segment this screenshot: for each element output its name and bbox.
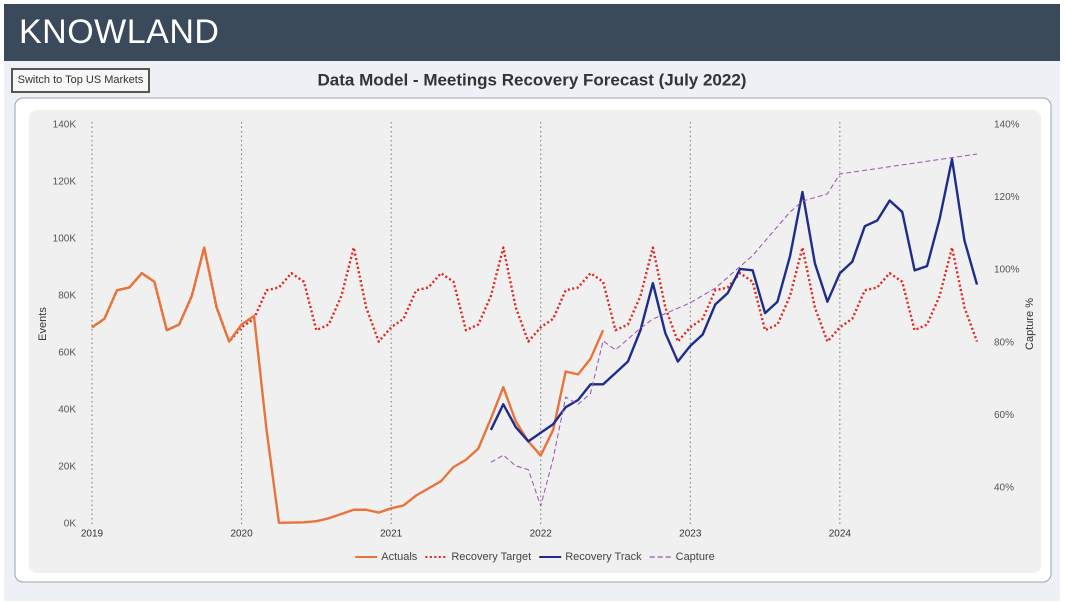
legend-label: Recovery Track — [565, 551, 642, 563]
x-tick-label: 2022 — [530, 529, 553, 540]
y-tick-label: 140K — [53, 120, 77, 131]
y2-axis-title: Capture % — [1024, 298, 1036, 350]
y2-tick-label: 120% — [994, 192, 1020, 203]
x-tick-label: 2019 — [81, 529, 104, 540]
y-tick-label: 40K — [58, 405, 76, 416]
series-line — [489, 158, 979, 443]
plot-area — [29, 110, 1041, 573]
y-axis-title: Events — [37, 307, 49, 341]
y-tick-label: 60K — [58, 348, 76, 359]
series-line — [490, 153, 978, 507]
y2-tick-label: 80% — [994, 337, 1014, 348]
y2-tick-label: 60% — [994, 410, 1014, 421]
chart-title: Data Model - Meetings Recovery Forecast … — [318, 70, 747, 89]
x-tick-label: 2024 — [829, 529, 852, 540]
series-line — [91, 246, 605, 525]
switch-button[interactable]: Switch to Top US Markets — [11, 68, 150, 93]
y-tick-label: 120K — [53, 177, 77, 188]
y-tick-label: 80K — [58, 291, 76, 302]
brand: KNOWLAND — [19, 13, 220, 51]
y2-tick-label: 100% — [994, 265, 1020, 276]
x-tick-label: 2023 — [679, 529, 702, 540]
y2-tick-label: 140% — [994, 120, 1020, 131]
y-tick-label: 20K — [58, 462, 76, 473]
y-tick-label: 100K — [53, 234, 77, 245]
x-tick-label: 2020 — [230, 529, 253, 540]
legend-label: Recovery Target — [451, 551, 531, 563]
legend-label: Capture — [676, 551, 715, 563]
y-tick-label: 0K — [64, 519, 77, 530]
header: KNOWLAND — [4, 4, 1060, 61]
y2-tick-label: 40% — [994, 482, 1014, 493]
series-line — [91, 246, 979, 343]
legend-label: Actuals — [381, 551, 418, 563]
x-tick-label: 2021 — [380, 529, 403, 540]
